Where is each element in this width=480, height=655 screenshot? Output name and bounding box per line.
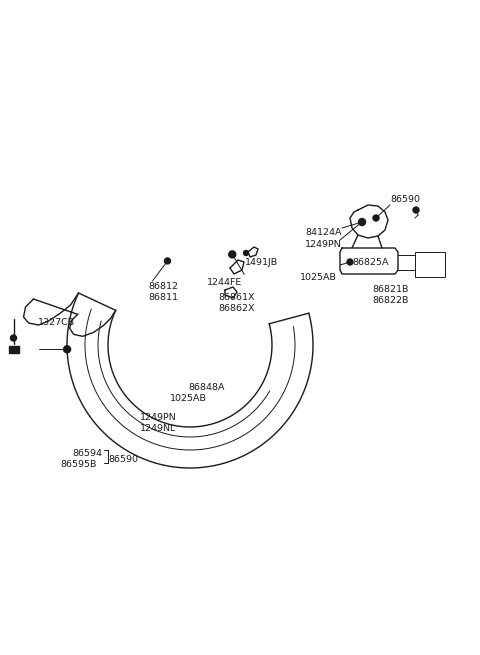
Text: 86811: 86811	[148, 293, 178, 302]
Circle shape	[165, 258, 170, 264]
Text: 86825A: 86825A	[352, 258, 388, 267]
Text: 1491JB: 1491JB	[245, 258, 278, 267]
Text: 1249NL: 1249NL	[140, 424, 176, 433]
Text: 1025AB: 1025AB	[170, 394, 207, 403]
Text: 86848A: 86848A	[188, 383, 225, 392]
Text: 1025AB: 1025AB	[300, 273, 337, 282]
Circle shape	[11, 335, 16, 341]
Text: 86590: 86590	[108, 455, 138, 464]
Circle shape	[63, 346, 71, 353]
Circle shape	[229, 251, 236, 258]
Circle shape	[413, 207, 419, 213]
Bar	[9, 346, 19, 353]
Text: 1244FE: 1244FE	[207, 278, 242, 287]
Text: 86862X: 86862X	[218, 304, 254, 313]
Text: 86594: 86594	[72, 449, 102, 458]
Circle shape	[359, 219, 365, 225]
Text: 86861X: 86861X	[218, 293, 254, 302]
Text: 86822B: 86822B	[372, 296, 408, 305]
Circle shape	[347, 259, 353, 265]
Text: 86821B: 86821B	[372, 285, 408, 294]
Text: 86595B: 86595B	[60, 460, 96, 469]
Text: 86590: 86590	[390, 195, 420, 204]
Circle shape	[373, 215, 379, 221]
Text: 1249PN: 1249PN	[305, 240, 342, 249]
Text: 84124A: 84124A	[305, 228, 341, 237]
Text: 1249PN: 1249PN	[140, 413, 177, 422]
Text: 86812: 86812	[148, 282, 178, 291]
Circle shape	[243, 250, 249, 255]
Text: 1327CB: 1327CB	[38, 318, 75, 327]
Bar	[415, 252, 445, 277]
